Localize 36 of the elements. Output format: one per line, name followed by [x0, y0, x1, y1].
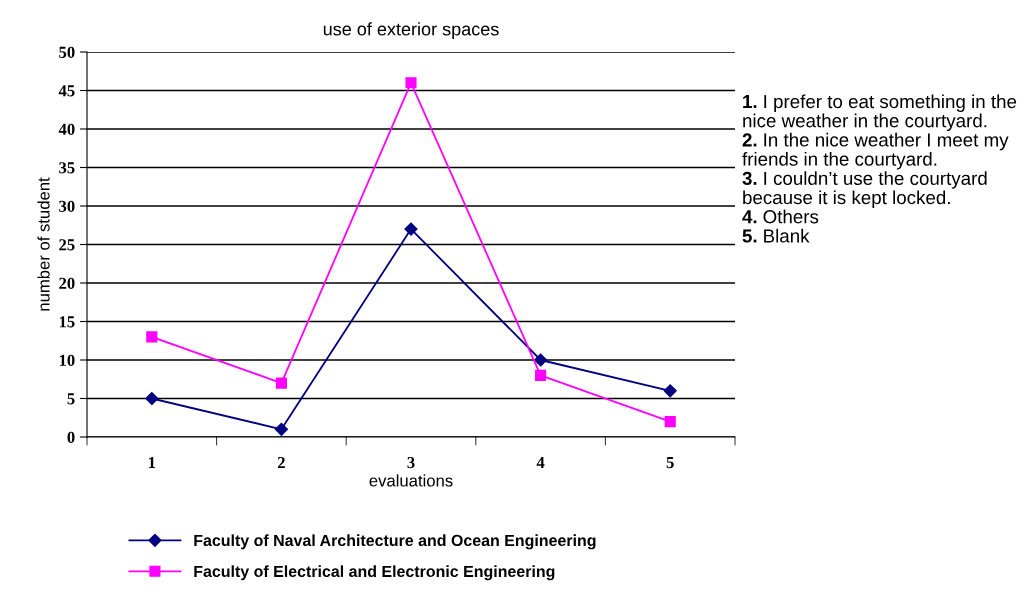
legend-label: Faculty of Electrical and Electronic Engineering: [194, 565, 555, 581]
y-tick-label: 15: [59, 316, 75, 328]
legend-label: Faculty of Naval Architecture and Ocean Engineering: [194, 534, 596, 550]
x-axis-title: evaluations: [369, 474, 453, 487]
point: [275, 377, 287, 389]
y-tick-label: 40: [58, 123, 75, 135]
y-tick-label: 10: [59, 354, 75, 366]
point: [146, 331, 158, 343]
y-tick-label: 5: [67, 393, 75, 405]
point: [405, 77, 417, 89]
point: [404, 222, 418, 236]
x-tick-label: 4: [536, 457, 545, 469]
x-tick-label: 5: [666, 457, 674, 469]
text: 2. In the nice weather I meet my friends in the courtyard.: [742, 132, 1009, 170]
y-tick-label: 35: [59, 162, 75, 174]
point: [663, 384, 677, 398]
x-tick-label: 2: [277, 456, 285, 469]
x-tick-label: 1: [148, 457, 156, 469]
point: [664, 416, 676, 428]
point: [534, 353, 548, 367]
y-tick-label: 30: [59, 200, 75, 212]
point: [145, 391, 159, 406]
y-tick-label: 50: [59, 46, 75, 58]
y-tick-label: 45: [58, 85, 75, 97]
y-tick-label: 25: [59, 239, 75, 251]
y-tick-label: 0: [67, 431, 75, 443]
text: 5. Blank: [742, 228, 810, 243]
point: [535, 369, 547, 381]
x-tick-label: 3: [407, 456, 415, 469]
text: 4. Others: [742, 209, 819, 224]
text: 1. I prefer to eat something in the nice weather in the courtyard.: [743, 94, 1017, 132]
chart-title: use of exterior spaces: [323, 22, 499, 40]
y-axis-title: number of student: [37, 177, 50, 311]
point: [274, 422, 288, 436]
y-tick-label: 20: [59, 277, 75, 289]
text: 3. I couldn’t use the courtyard because it is kept locked.: [742, 171, 987, 208]
